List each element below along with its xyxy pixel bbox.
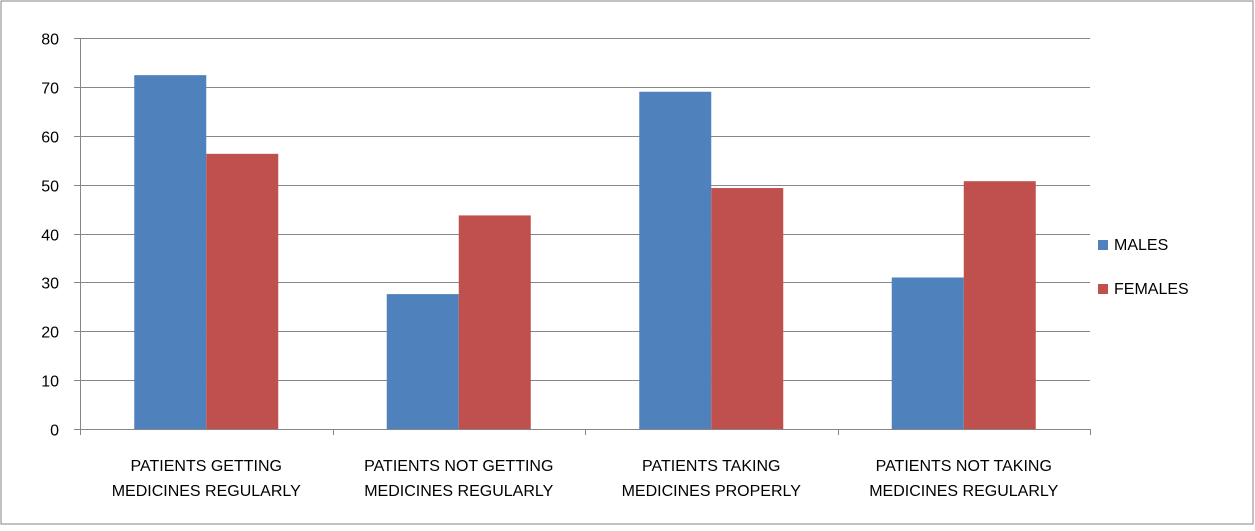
legend-swatch-females (1098, 284, 1108, 294)
axes (74, 38, 1091, 435)
legend: MALES FEMALES (1098, 237, 1189, 298)
y-tick-label: 10 (41, 374, 59, 391)
y-tick-label: 0 (50, 423, 59, 440)
y-tick-label: 60 (41, 130, 59, 147)
bar-females (458, 215, 531, 429)
y-tick-label: 40 (41, 228, 59, 245)
bar-males (639, 91, 712, 429)
y-tick-label: 70 (41, 81, 59, 98)
y-tick-label: 30 (41, 276, 59, 293)
x-tick-label: PATIENTS NOT TAKING (876, 458, 1052, 475)
bar-females (711, 188, 784, 429)
y-tick-label: 20 (41, 325, 59, 342)
x-tick-label: PATIENTS GETTING (131, 458, 282, 475)
x-tick-label: MEDICINES PROPERLY (622, 483, 802, 500)
bars (134, 75, 1036, 430)
legend-swatch-males (1098, 240, 1108, 250)
legend-label-females: FEMALES (1114, 281, 1189, 298)
x-tick-label: PATIENTS TAKING (642, 458, 780, 475)
bar-females (963, 181, 1036, 429)
bar-females (206, 153, 279, 430)
x-tick-labels: PATIENTS GETTING MEDICINES REGULARLY PATIE… (112, 458, 1059, 500)
y-tick-label: 80 (41, 32, 59, 49)
legend-label-males: MALES (1114, 237, 1168, 254)
bar-males (386, 294, 459, 429)
x-tick-label: MEDICINES REGULARLY (112, 483, 301, 500)
x-tick-label: PATIENTS NOT GETTING (364, 458, 553, 475)
y-tick-label: 50 (41, 179, 59, 196)
x-tick-label: MEDICINES REGULARLY (364, 483, 553, 500)
x-tick-label: MEDICINES REGULARLY (869, 483, 1058, 500)
y-tick-labels: 0 10 20 30 40 50 60 70 80 (41, 32, 59, 440)
bar-males (891, 277, 964, 429)
bar-males (134, 75, 207, 430)
